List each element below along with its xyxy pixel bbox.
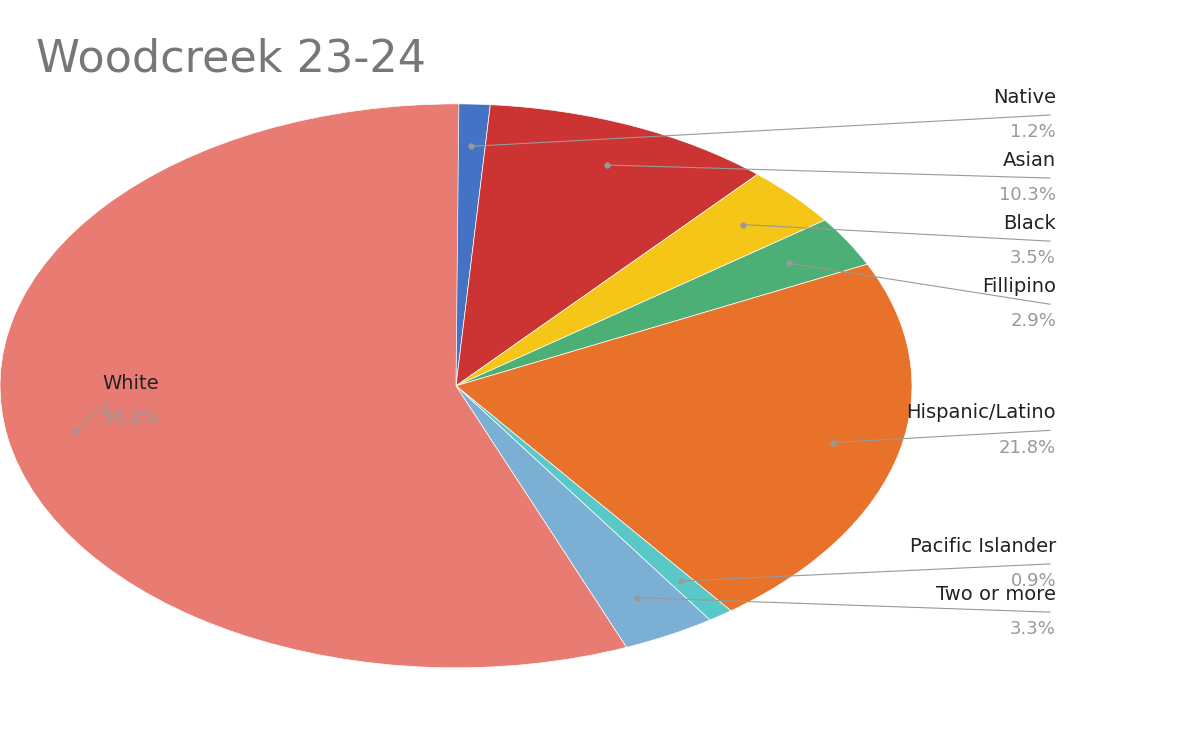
Text: 56.2%: 56.2%	[102, 409, 160, 427]
Text: Asian: Asian	[1003, 151, 1056, 170]
Text: Two or more: Two or more	[936, 585, 1056, 604]
Wedge shape	[456, 220, 868, 386]
Text: White: White	[102, 373, 158, 393]
Text: 21.8%: 21.8%	[998, 439, 1056, 456]
Text: Black: Black	[1003, 214, 1056, 233]
Wedge shape	[456, 264, 912, 611]
Text: 10.3%: 10.3%	[998, 186, 1056, 204]
Text: Woodcreek 23-24: Woodcreek 23-24	[36, 37, 426, 80]
Text: Hispanic/Latino: Hispanic/Latino	[906, 403, 1056, 422]
Text: Pacific Islander: Pacific Islander	[910, 536, 1056, 556]
Wedge shape	[456, 386, 731, 620]
Wedge shape	[0, 104, 626, 668]
Wedge shape	[456, 105, 757, 386]
Wedge shape	[456, 104, 491, 386]
Text: 3.5%: 3.5%	[1010, 249, 1056, 267]
Text: 1.2%: 1.2%	[1010, 123, 1056, 141]
Text: Native: Native	[994, 88, 1056, 107]
Wedge shape	[456, 386, 710, 647]
Wedge shape	[456, 174, 824, 386]
Text: 0.9%: 0.9%	[1010, 572, 1056, 590]
Text: 3.3%: 3.3%	[1010, 620, 1056, 638]
Text: Fillipino: Fillipino	[982, 277, 1056, 296]
Text: 2.9%: 2.9%	[1010, 312, 1056, 330]
